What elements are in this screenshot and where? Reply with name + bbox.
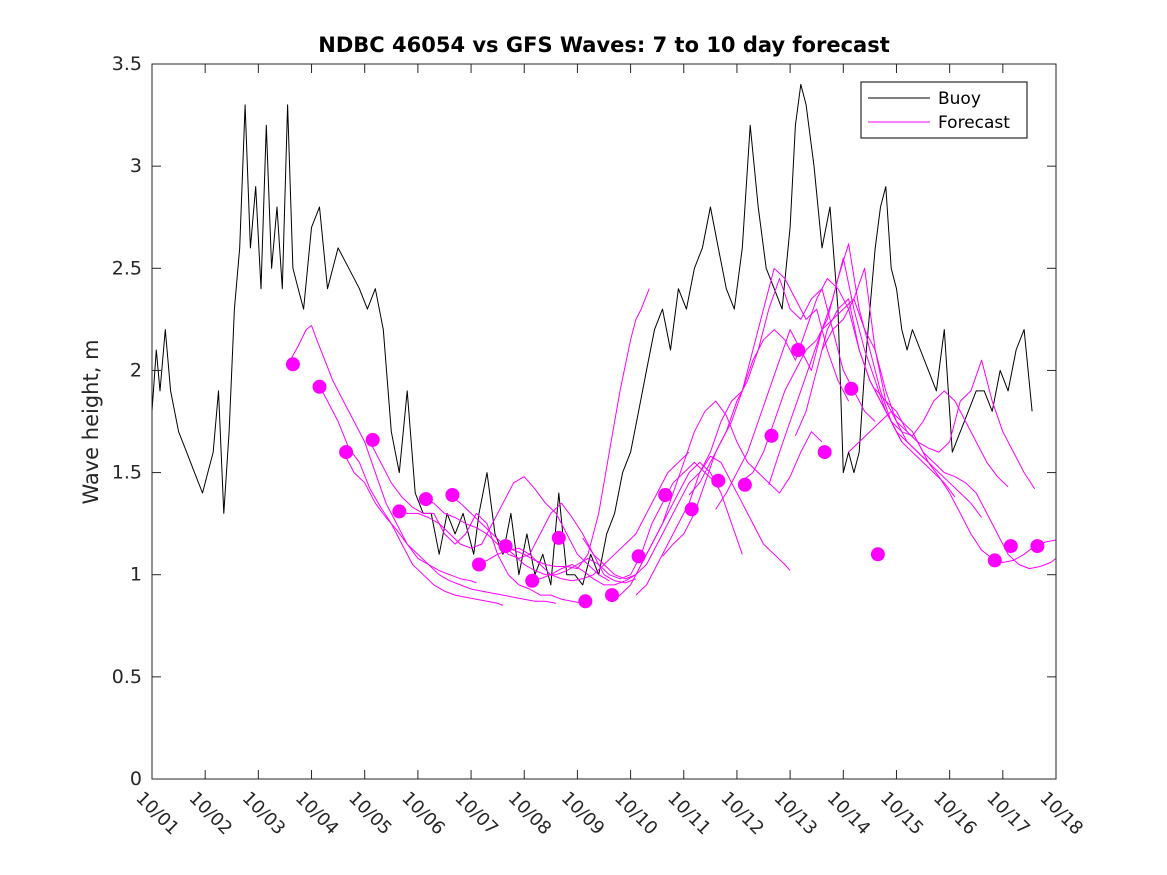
forecast-marker	[1003, 539, 1018, 554]
forecast-marker	[987, 553, 1002, 568]
forecast-series-line	[741, 243, 956, 498]
forecast-series-line	[821, 267, 1036, 490]
y-tick-label: 0	[130, 768, 142, 790]
forecast-marker	[684, 502, 699, 517]
forecast-series-line	[476, 451, 690, 582]
y-tick-label: 0.5	[112, 666, 142, 688]
forecast-marker	[711, 473, 726, 488]
forecast-marker	[578, 594, 593, 609]
forecast-marker	[472, 557, 486, 572]
forecast-series-line	[396, 476, 610, 582]
legend-box	[860, 81, 1028, 139]
forecast-series-line	[848, 410, 1057, 570]
y-tick-label: 1	[130, 564, 142, 586]
axes-box	[151, 63, 1057, 780]
plot-area	[152, 64, 1056, 779]
forecast-series-line	[582, 455, 791, 580]
y-tick-label: 3	[130, 155, 142, 177]
forecast-marker	[551, 530, 566, 545]
forecast-series-line	[449, 288, 650, 570]
forecast-series-line	[874, 388, 1057, 563]
y-axis-label: Wave height, m	[79, 339, 103, 504]
y-tick-label: 2.5	[112, 257, 142, 279]
forecast-marker	[791, 343, 806, 357]
forecast-marker	[525, 573, 540, 588]
legend-buoy-label: Buoy	[938, 89, 981, 109]
forecast-marker	[418, 492, 433, 507]
forecast-marker	[392, 504, 407, 519]
forecast-marker	[498, 539, 513, 554]
forecast-series-line	[342, 451, 557, 604]
y-tick-label: 1.5	[112, 462, 142, 484]
forecast-marker	[870, 547, 885, 562]
forecast-marker	[1030, 539, 1045, 554]
forecast-marker	[285, 357, 300, 372]
buoy-series-line	[151, 83, 1033, 586]
forecast-series-line	[502, 461, 717, 580]
forecast-marker	[312, 379, 327, 394]
chart-title: NDBC 46054 vs GFS Waves: 7 to 10 day for…	[318, 33, 889, 57]
forecast-marker	[365, 432, 380, 447]
forecast-series-line	[662, 278, 876, 557]
forecast-marker	[631, 549, 646, 564]
forecast-marker	[844, 381, 859, 396]
forecast-marker	[658, 488, 673, 502]
y-tick-label: 2	[130, 359, 142, 381]
forecast-marker	[339, 445, 354, 460]
forecast-marker	[737, 477, 752, 492]
forecast-marker	[605, 588, 619, 603]
forecast-marker	[445, 488, 460, 502]
forecast-series-line	[369, 441, 583, 604]
y-tick-label: 3.5	[112, 53, 142, 75]
forecast-series-line	[794, 298, 1009, 488]
forecast-series-line	[289, 325, 477, 584]
forecast-marker	[817, 445, 832, 460]
forecast-marker	[764, 428, 779, 443]
marker-layer	[285, 343, 1045, 609]
legend-forecast-label: Forecast	[938, 113, 1010, 133]
legend: Buoy Forecast	[860, 81, 1028, 139]
